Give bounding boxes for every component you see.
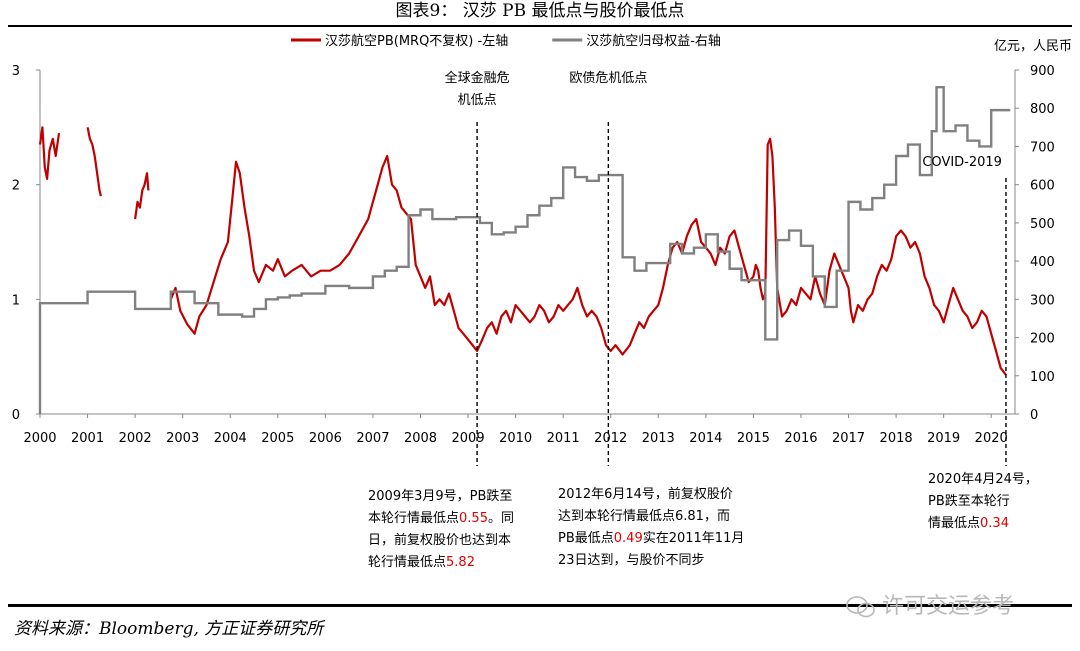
source-note: 资料来源：Bloomberg, 方正证券研究所: [14, 619, 324, 639]
event-note-text: PB最低点: [558, 531, 614, 546]
x-tick-label: 2005: [261, 431, 294, 446]
y-right-tick-label: 300: [1030, 293, 1055, 308]
x-tick-label: 2015: [737, 431, 770, 446]
y-right-tick-label: 500: [1030, 217, 1055, 232]
top-rule: [8, 25, 1072, 27]
x-tick-label: 2011: [547, 431, 580, 446]
y-right-tick-label: 100: [1030, 370, 1055, 385]
event-note-text: 情最低点: [928, 516, 980, 531]
x-tick-label: 2000: [23, 431, 56, 446]
event-note-line: 2012年6月14号，前复权股价: [558, 486, 733, 502]
event-note-text: 实在2011年11月: [643, 531, 745, 546]
event-note-line: 日，前复权股价也达到本: [368, 532, 511, 548]
x-tick-label: 2007: [356, 431, 389, 446]
x-tick-label: 2004: [214, 431, 247, 446]
x-tick-label: 2017: [832, 431, 865, 446]
watermark-text: 许可交运参考: [882, 594, 1015, 619]
event-label: 全球金融危: [445, 70, 510, 86]
series-equity-line: [38, 86, 1011, 414]
x-tick-label: 2001: [71, 431, 104, 446]
y-left-tick-label: 0: [12, 408, 20, 423]
series-pb-line-seg-3: [134, 172, 150, 220]
x-tick-label: 2016: [784, 431, 817, 446]
event-note-text: PB跌至本轮行: [928, 493, 1010, 509]
event-note-text: 轮行情最低点: [368, 555, 446, 570]
x-tick-label: 2002: [119, 431, 152, 446]
event-note-line: 23日达到，与股价不同步: [558, 553, 705, 568]
event-note-value: 0.55: [459, 511, 488, 526]
event-note-line: 轮行情最低点5.82: [368, 555, 475, 570]
event-note-value: 0.49: [614, 531, 643, 546]
x-tick-label: 2009: [452, 431, 485, 446]
legend-label-2: 汉莎航空归母权益-右轴: [586, 33, 721, 49]
y-right-tick-label: 800: [1030, 102, 1055, 117]
event-label: 机低点: [458, 93, 497, 108]
event-note-line: 情最低点0.34: [928, 516, 1009, 531]
event-note-line: 本轮行情最低点0.55。同: [368, 511, 514, 526]
series-pb-line-seg-2: [86, 127, 102, 197]
event-note-text: 2020年4月24号，: [928, 472, 1038, 487]
x-tick-label: 2003: [166, 431, 199, 446]
y-left-tick-label: 1: [12, 293, 20, 308]
x-tick-label: 2020: [975, 431, 1008, 446]
wechat-icon: [846, 596, 875, 618]
y-right-tick-label: 200: [1030, 332, 1055, 347]
y-right-tick-label: 600: [1030, 179, 1055, 194]
y-right-tick-label: 900: [1030, 64, 1055, 79]
event-note-line: PB最低点0.49实在2011年11月: [558, 531, 744, 546]
event-note-line: 2009年3月9号，PB跌至: [368, 488, 512, 504]
bottom-rule: [8, 604, 1072, 607]
series-pb-line-seg-1: [38, 126, 61, 180]
y-right-tick-label: 400: [1030, 255, 1055, 270]
event-note-line: 达到本轮行情最低点6.81，而: [558, 509, 730, 524]
event-note-text: 2009年3月9号，PB跌至: [368, 488, 512, 504]
watermark: 许可交运参考: [846, 588, 1014, 620]
event-label: 欧债危机低点: [569, 71, 647, 86]
x-tick-label: 2018: [880, 431, 913, 446]
y-left-tick-label: 2: [12, 179, 20, 194]
event-note-text: 日，前复权股价也达到本: [368, 532, 511, 548]
x-tick-label: 2012: [594, 431, 627, 446]
x-tick-label: 2006: [309, 431, 342, 446]
event-note-line: PB跌至本轮行: [928, 493, 1010, 509]
event-note-value: 0.34: [980, 516, 1009, 531]
y-right-tick-label: 700: [1030, 140, 1055, 155]
event-note-line: 2020年4月24号，: [928, 472, 1038, 487]
y-right-tick-label: 0: [1030, 408, 1038, 423]
event-note-text: 2012年6月14号，前复权股价: [558, 486, 733, 502]
event-note-text: 23日达到，与股价不同步: [558, 553, 705, 568]
event-note-value: 5.82: [446, 555, 475, 570]
x-tick-label: 2014: [689, 431, 722, 446]
event-note-text: 达到本轮行情最低点6.81，而: [558, 509, 730, 524]
figure-title: 图表9： 汉莎 PB 最低点与股价最低点: [395, 1, 685, 21]
event-note-text: 。同: [488, 511, 514, 526]
legend-label-1: 汉莎航空PB(MRQ不复权) -左轴: [325, 33, 508, 49]
event-label: COVID-2019: [922, 155, 1002, 170]
x-tick-label: 2019: [927, 431, 960, 446]
event-note-text: 本轮行情最低点: [368, 511, 459, 526]
x-tick-label: 2008: [404, 431, 437, 446]
x-tick-label: 2010: [499, 431, 532, 446]
x-tick-label: 2013: [642, 431, 675, 446]
right-axis-unit: 亿元，人民币: [994, 39, 1072, 54]
series-pb-line-seg-4: [169, 137, 1007, 376]
y-left-tick-label: 3: [12, 64, 20, 79]
